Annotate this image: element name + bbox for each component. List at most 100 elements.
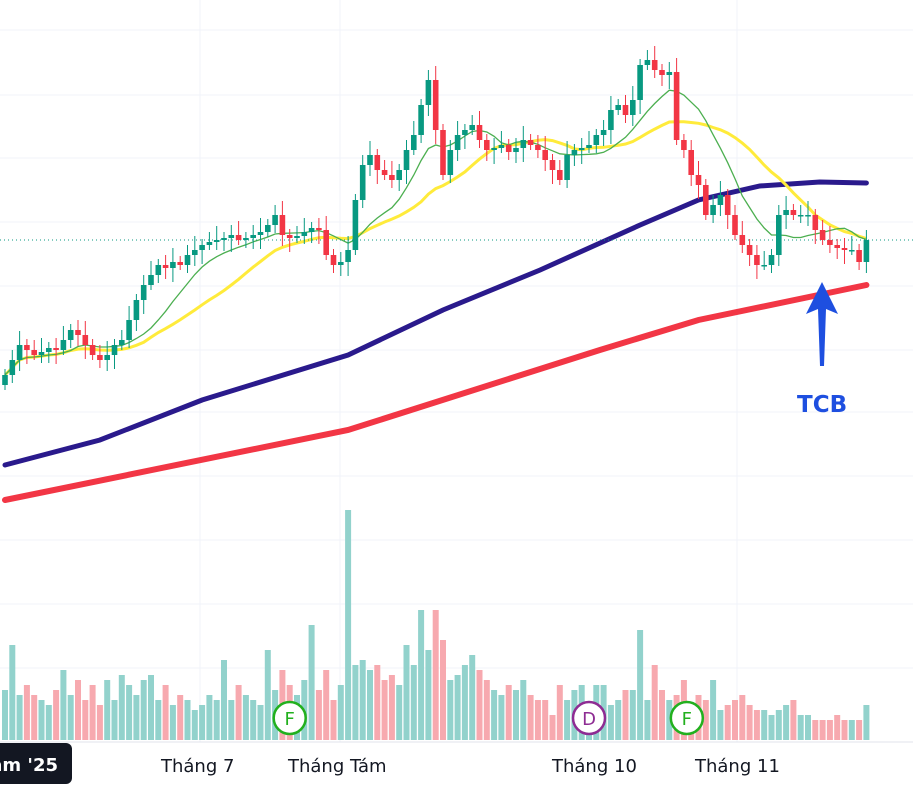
candle-body <box>505 145 512 152</box>
volume-bar <box>96 705 103 740</box>
candle-body <box>790 210 797 215</box>
candle-body <box>797 215 804 217</box>
candle-body <box>126 320 132 340</box>
candle-body <box>316 228 322 230</box>
volume-bar <box>111 700 118 740</box>
volume-bar <box>191 710 198 740</box>
volume-bar <box>60 670 67 740</box>
volume-bar <box>447 680 454 740</box>
candle-body <box>31 350 37 355</box>
candle-body <box>600 130 607 135</box>
candle-body <box>199 245 205 250</box>
volume-bar <box>206 695 213 740</box>
candle-body <box>776 215 782 255</box>
ma-medium-line <box>3 120 867 377</box>
candle-body <box>644 60 651 65</box>
volume-bar <box>732 700 738 740</box>
candle-body <box>89 345 96 355</box>
volume-bar <box>403 645 410 740</box>
candle-body <box>53 348 59 350</box>
candle-body <box>812 215 819 230</box>
volume-bar <box>177 695 184 740</box>
volume-bar <box>651 665 658 740</box>
candle-body <box>235 235 242 240</box>
candle-body <box>162 265 169 268</box>
candle-body <box>659 70 665 75</box>
volume-bar <box>45 705 52 740</box>
volume-bar <box>564 700 571 740</box>
candle-body <box>140 285 147 300</box>
volume-bar <box>38 700 45 740</box>
candle-body <box>710 205 716 215</box>
candle-body <box>739 235 746 245</box>
volume-bar <box>761 710 768 740</box>
candle-body <box>805 215 811 217</box>
candle-body <box>279 215 286 235</box>
volume-bar <box>330 700 337 740</box>
candle-body <box>761 265 767 267</box>
candle-body <box>535 145 541 150</box>
candle-body <box>440 130 446 175</box>
volume-bar <box>31 695 38 740</box>
candle-body <box>520 140 527 148</box>
candle-body <box>688 150 694 175</box>
volume-bar <box>89 685 96 740</box>
candle-body <box>542 150 548 160</box>
ma-long-line <box>2 179 869 468</box>
volume-bar <box>367 670 373 740</box>
candle-body <box>46 348 52 352</box>
volume-bar <box>235 685 242 740</box>
volume-bar <box>556 685 563 740</box>
candle-body <box>148 275 154 285</box>
volume-bar <box>359 660 366 740</box>
volume-bar <box>308 625 315 740</box>
volume-bar <box>148 675 154 740</box>
candle-body <box>352 200 359 250</box>
candle-body <box>265 225 271 232</box>
volume-bar <box>644 700 651 740</box>
volume-bar <box>819 720 826 740</box>
candle-body <box>345 250 351 262</box>
volume-bar <box>396 685 403 740</box>
x-tick-label: Tháng 11 <box>695 756 780 777</box>
candle-body <box>593 135 600 145</box>
volume-bar <box>848 720 855 740</box>
candle-body <box>754 255 760 265</box>
volume-bar <box>432 610 439 740</box>
candle-body <box>681 140 687 150</box>
candle-body <box>454 135 461 150</box>
candle-body <box>849 250 855 252</box>
volume-bar <box>9 645 16 740</box>
candle-body <box>622 105 629 115</box>
volume-bar <box>622 690 629 740</box>
volume-bar <box>856 720 863 740</box>
volume-bar <box>140 680 147 740</box>
candle-body <box>286 235 293 238</box>
candle-body <box>746 245 753 255</box>
volume-bar <box>67 695 74 740</box>
volume-bar <box>213 700 220 740</box>
candle-body <box>834 245 840 248</box>
volume-bar <box>805 715 811 740</box>
candle-body <box>827 240 833 245</box>
volume-bar <box>797 715 804 740</box>
volume-bar <box>53 690 60 740</box>
event-marker-f <box>272 700 307 736</box>
candle-body <box>228 235 235 238</box>
volume-bar <box>315 690 322 740</box>
volume-bar <box>505 685 512 740</box>
candle-body <box>403 150 410 170</box>
volume-bar <box>264 650 271 740</box>
volume-bar <box>498 695 505 740</box>
volume-bar <box>16 695 23 740</box>
volume-bar <box>483 680 490 740</box>
candle-body <box>192 250 198 255</box>
candle-body <box>841 248 848 250</box>
volume-bar <box>834 715 841 740</box>
candle-body <box>133 300 140 320</box>
volume-bar <box>410 665 417 740</box>
candle-body <box>389 175 395 180</box>
volume-bar <box>527 695 534 740</box>
volume-bar <box>184 700 191 740</box>
